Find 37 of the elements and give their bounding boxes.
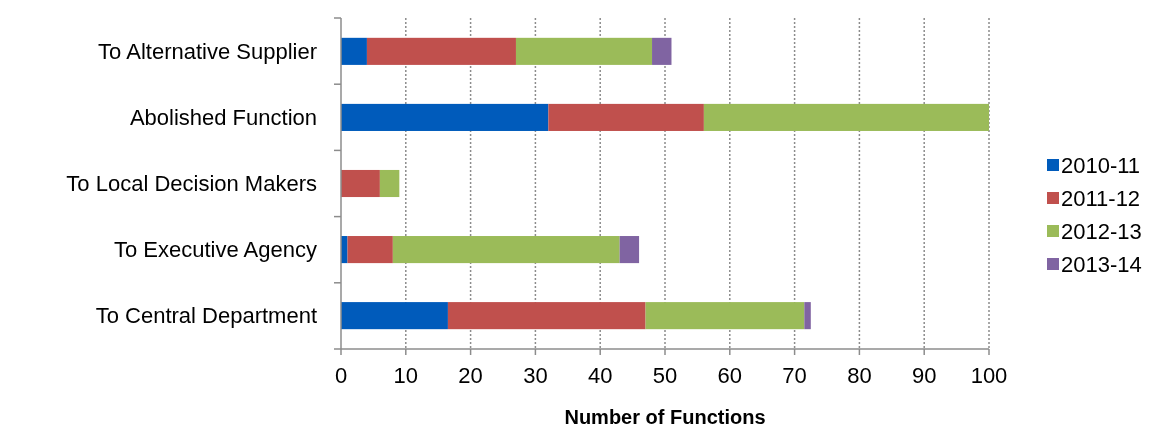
x-tick-label: 50 xyxy=(652,363,678,388)
x-tick-label: 40 xyxy=(587,363,613,388)
bar xyxy=(645,302,805,330)
bar xyxy=(341,302,448,330)
x-tick-label: 0 xyxy=(334,363,348,388)
bar xyxy=(341,169,380,198)
x-tick-label: 30 xyxy=(523,363,548,388)
y-tick-label: To Local Decision Makers xyxy=(66,171,317,197)
legend-label: 2012-13 xyxy=(1061,218,1142,244)
y-tick-label: Abolished Function xyxy=(129,105,317,131)
bar xyxy=(379,169,400,198)
x-tick-label: 10 xyxy=(393,363,419,388)
bar xyxy=(392,236,620,264)
bar xyxy=(703,103,989,131)
x-tick-label: 90 xyxy=(911,363,937,388)
x-tick-label: 20 xyxy=(458,363,483,388)
bar xyxy=(548,103,704,131)
y-tick-label: To Alternative Supplier xyxy=(98,39,317,65)
bar xyxy=(341,103,549,131)
bar xyxy=(366,37,516,65)
bar xyxy=(652,37,672,65)
x-tick-label: 100 xyxy=(970,363,1008,388)
bar xyxy=(347,236,393,264)
bar xyxy=(341,37,367,65)
bar xyxy=(804,302,811,330)
legend-label: 2013-14 xyxy=(1061,251,1142,277)
x-axis-title: Number of Functions xyxy=(564,406,766,428)
legend-label: 2011-12 xyxy=(1061,185,1141,211)
bar xyxy=(515,37,653,65)
bar xyxy=(447,302,646,330)
x-tick-label: 70 xyxy=(782,363,807,388)
bar xyxy=(619,236,640,264)
legend-label: 2010-11 xyxy=(1061,152,1141,178)
x-tick-label: 60 xyxy=(717,363,743,388)
y-tick-label: To Central Department xyxy=(95,303,317,329)
x-tick-label: 80 xyxy=(847,363,872,388)
y-tick-label: To Executive Agency xyxy=(113,237,317,263)
